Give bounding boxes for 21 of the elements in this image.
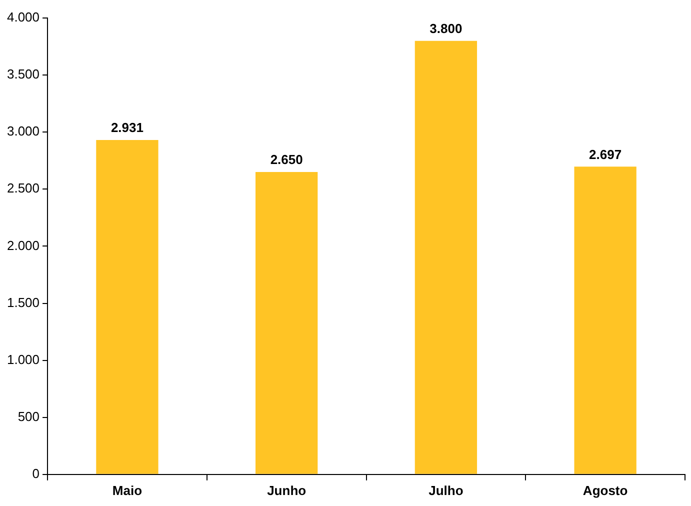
y-tick-label: 1.500 (6, 294, 40, 310)
data-label: 3.800 (430, 20, 462, 36)
y-tick-label: 2.500 (6, 180, 40, 196)
bar (414, 40, 478, 474)
data-label: 2.697 (589, 146, 622, 162)
x-tick-label: Junho (267, 482, 306, 498)
x-tick-label: Agosto (582, 482, 628, 498)
bar (256, 172, 318, 474)
bar (574, 166, 636, 474)
bar (96, 140, 158, 474)
y-tick-label: 500 (18, 408, 40, 424)
y-tick-label: 3.500 (6, 66, 40, 82)
y-tick-label: 4.000 (6, 10, 40, 25)
y-tick-label: 3.000 (6, 124, 40, 139)
x-tick-label: Julho (428, 482, 464, 498)
y-tick-label: 1.000 (6, 352, 40, 367)
data-label: 2.931 (110, 120, 144, 136)
x-tick-label: Maio (112, 482, 142, 498)
y-tick-label: 2.000 (6, 238, 40, 253)
y-tick-label: 0 (32, 466, 40, 481)
data-label: 2.650 (270, 152, 303, 168)
